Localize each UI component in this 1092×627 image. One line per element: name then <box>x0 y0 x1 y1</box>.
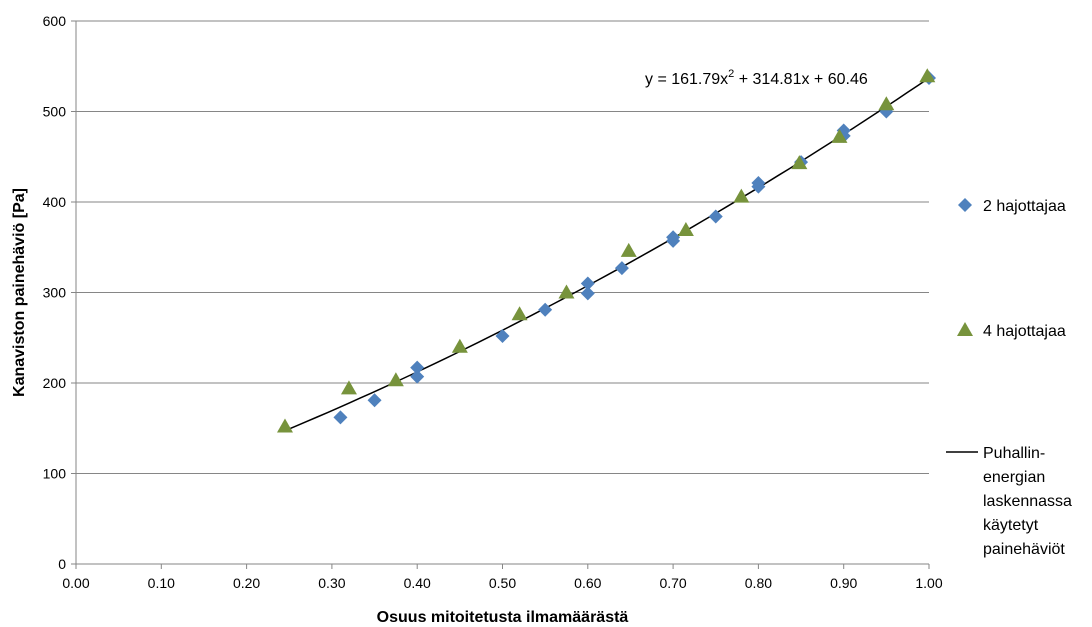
trendline-equation: y = 161.79x2 + 314.81x + 60.46 <box>645 68 868 88</box>
x-tick-label: 0.40 <box>404 575 431 591</box>
diamond-point <box>495 328 510 343</box>
axes <box>71 20 930 569</box>
y-tick-label: 300 <box>43 285 67 301</box>
x-tick-label: 0.10 <box>148 575 175 591</box>
gridlines <box>76 20 929 565</box>
x-tick-label: 1.00 <box>915 575 942 591</box>
triangle-point <box>340 380 357 395</box>
diamond-point <box>614 261 629 276</box>
diamond-point <box>666 233 681 248</box>
triangle-point <box>276 418 293 433</box>
data-points <box>276 68 936 433</box>
y-tick-labels: 0 100 200 300 400 500 600 <box>43 13 67 572</box>
x-tick-label: 0.50 <box>489 575 516 591</box>
triangle-point <box>791 155 808 170</box>
triangle-point <box>919 68 936 83</box>
diamond-point <box>410 360 425 375</box>
triangle-point <box>451 338 468 353</box>
y-tick-label: 200 <box>43 375 67 391</box>
diamond-point <box>708 209 723 224</box>
equation-part: y = 161.79x <box>645 71 728 88</box>
diamond-point <box>580 286 595 301</box>
legend-label: 2 hajottajaa <box>983 198 1066 215</box>
y-tick-label: 100 <box>43 466 67 482</box>
x-tick-label: 0.90 <box>830 575 857 591</box>
triangle-point <box>558 284 575 299</box>
x-tick-label: 0.00 <box>62 575 89 591</box>
y-tick-label: 0 <box>58 556 66 572</box>
triangle-point <box>677 222 694 237</box>
x-tick-label: 0.30 <box>318 575 345 591</box>
triangle-point <box>620 242 637 257</box>
x-tick-label: 0.60 <box>574 575 601 591</box>
x-tick-label: 0.80 <box>745 575 772 591</box>
diamond-point <box>580 276 595 291</box>
legend-label-line: käytetyt <box>983 517 1039 534</box>
legend-label-line: energian <box>983 469 1045 486</box>
y-tick-label: 600 <box>43 13 67 29</box>
triangle-point <box>831 128 848 143</box>
x-tick-label: 0.70 <box>659 575 686 591</box>
equation-superscript: 2 <box>728 68 734 80</box>
triangle-point <box>733 188 750 203</box>
diamond-point <box>333 410 348 425</box>
trendline-path <box>284 77 930 432</box>
triangle-point <box>878 96 895 111</box>
diamond-point <box>538 302 553 317</box>
legend-diamond-marker <box>958 198 972 212</box>
diamond-point <box>751 179 766 194</box>
legend-label: Puhallin-energian laskennassa käytetyt pain… <box>983 445 1072 558</box>
x-tick-label: 0.20 <box>233 575 260 591</box>
trendline <box>284 77 930 432</box>
triangle-point <box>387 372 404 387</box>
triangle-point <box>511 306 528 321</box>
legend-triangle-marker <box>957 322 973 336</box>
y-tick-label: 400 <box>43 194 67 210</box>
legend-label-line: Puhallin- <box>983 445 1045 462</box>
equation-part: + 314.81x + 60.46 <box>734 71 868 88</box>
diamond-point <box>410 369 425 384</box>
x-axis-title: Osuus mitoitetusta ilmamäärästä <box>377 609 629 626</box>
y-axis-title: Kanaviston painehäviö [Pa] <box>11 188 28 397</box>
legend-label-line: laskennassa <box>983 493 1072 510</box>
legend-label: 4 hajottajaa <box>983 323 1066 340</box>
y-tick-label: 500 <box>43 104 67 120</box>
legend-label-line: painehäviöt <box>983 541 1065 558</box>
legend: 2 hajottajaa 4 hajottajaa Puhallin-energia… <box>946 198 1072 558</box>
diamond-point <box>367 393 382 408</box>
x-tick-labels: 0.00 0.10 0.20 0.30 0.40 0.50 0.60 0.70 0.80 0.90… <box>62 575 942 591</box>
